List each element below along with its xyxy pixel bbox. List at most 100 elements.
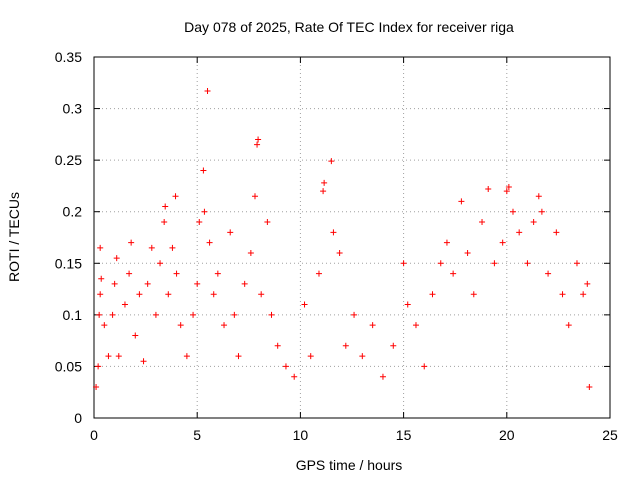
x-tick-label: 25 bbox=[602, 427, 618, 443]
data-point bbox=[320, 188, 327, 195]
data-point bbox=[586, 384, 593, 391]
grid bbox=[94, 57, 610, 418]
data-point bbox=[157, 260, 164, 267]
data-point bbox=[227, 229, 234, 236]
data-point bbox=[258, 291, 265, 298]
data-point bbox=[161, 219, 168, 226]
data-point bbox=[109, 311, 116, 318]
data-point bbox=[330, 229, 337, 236]
data-point bbox=[470, 291, 477, 298]
x-tick-labels: 0 5 10 15 20 25 bbox=[90, 427, 618, 443]
y-tick-label: 0.3 bbox=[63, 101, 83, 117]
data-point bbox=[464, 249, 471, 256]
data-point bbox=[148, 244, 155, 251]
data-point bbox=[115, 353, 122, 360]
data-point bbox=[429, 291, 436, 298]
data-point bbox=[152, 311, 159, 318]
data-point bbox=[443, 239, 450, 246]
data-point bbox=[491, 260, 498, 267]
data-point bbox=[241, 280, 248, 287]
data-point bbox=[485, 186, 492, 193]
data-point bbox=[351, 311, 358, 318]
data-point bbox=[96, 311, 103, 318]
data-point bbox=[450, 270, 457, 277]
data-point bbox=[359, 353, 366, 360]
data-point bbox=[538, 208, 545, 215]
data-point bbox=[140, 358, 147, 365]
data-point bbox=[421, 363, 428, 370]
y-tick-label: 0.05 bbox=[55, 358, 82, 374]
data-point bbox=[201, 208, 208, 215]
data-point bbox=[559, 291, 566, 298]
data-point bbox=[169, 244, 176, 251]
plot-area bbox=[93, 56, 611, 419]
data-point bbox=[404, 301, 411, 308]
data-point bbox=[545, 270, 552, 277]
x-tick-label: 5 bbox=[193, 427, 201, 443]
data-point bbox=[200, 167, 207, 174]
data-point bbox=[499, 239, 506, 246]
y-tick-label: 0.25 bbox=[55, 152, 82, 168]
data-point bbox=[98, 275, 105, 282]
data-point bbox=[503, 188, 510, 195]
data-point bbox=[93, 384, 100, 391]
data-point bbox=[172, 193, 179, 200]
data-point bbox=[144, 280, 151, 287]
data-point bbox=[132, 332, 139, 339]
data-point bbox=[412, 322, 419, 329]
data-point bbox=[254, 141, 261, 148]
data-point bbox=[128, 239, 135, 246]
data-point bbox=[121, 301, 128, 308]
y-tick-labels: 0 0.05 0.1 0.15 0.2 0.25 0.3 0.35 bbox=[55, 49, 82, 426]
y-tick-label: 0.35 bbox=[55, 49, 82, 65]
data-point bbox=[204, 88, 211, 95]
data-point bbox=[307, 353, 314, 360]
data-point bbox=[524, 260, 531, 267]
data-point bbox=[194, 280, 201, 287]
data-point bbox=[231, 311, 238, 318]
data-point bbox=[584, 280, 591, 287]
data-point bbox=[136, 291, 143, 298]
plot-frame bbox=[93, 56, 611, 419]
data-point bbox=[573, 260, 580, 267]
x-tick-label: 20 bbox=[499, 427, 515, 443]
data-point bbox=[379, 373, 386, 380]
data-point bbox=[177, 322, 184, 329]
data-point bbox=[328, 158, 335, 165]
data-point bbox=[580, 291, 587, 298]
data-point bbox=[162, 203, 169, 210]
data-point bbox=[101, 322, 108, 329]
data-point bbox=[105, 353, 112, 360]
data-point bbox=[97, 291, 104, 298]
data-point bbox=[553, 229, 560, 236]
y-axis-label: ROTI / TECUs bbox=[6, 192, 22, 282]
data-point bbox=[342, 342, 349, 349]
data-point bbox=[315, 270, 322, 277]
y-tick-label: 0.15 bbox=[55, 255, 82, 271]
data-point bbox=[282, 363, 289, 370]
data-point bbox=[268, 311, 275, 318]
data-point bbox=[111, 280, 118, 287]
data-point bbox=[95, 363, 102, 370]
data-point bbox=[251, 193, 258, 200]
data-point bbox=[479, 219, 486, 226]
data-point bbox=[255, 136, 262, 143]
x-axis-label: GPS time / hours bbox=[296, 457, 403, 473]
data-point bbox=[221, 322, 228, 329]
chart-title: Day 078 of 2025, Rate Of TEC Index for r… bbox=[184, 19, 514, 35]
data-point bbox=[400, 260, 407, 267]
x-tick-label: 0 bbox=[90, 427, 98, 443]
data-point bbox=[516, 229, 523, 236]
data-point bbox=[210, 291, 217, 298]
x-tick-label: 15 bbox=[396, 427, 412, 443]
data-point bbox=[390, 342, 397, 349]
data-point bbox=[321, 179, 328, 186]
data-point bbox=[206, 239, 213, 246]
data-point bbox=[126, 270, 133, 277]
data-point bbox=[173, 270, 180, 277]
axis-ticks bbox=[93, 56, 611, 419]
x-tick-label: 10 bbox=[293, 427, 309, 443]
data-point bbox=[535, 193, 542, 200]
data-point bbox=[437, 260, 444, 267]
